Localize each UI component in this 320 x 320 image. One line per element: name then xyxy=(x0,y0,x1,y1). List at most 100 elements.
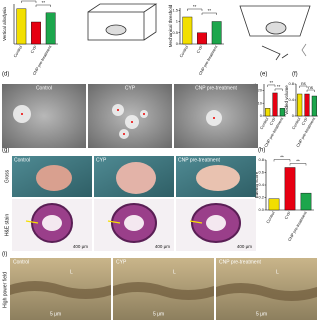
y-tick-label: 0.6 xyxy=(258,170,264,175)
x-tick-label: CYP xyxy=(283,210,292,220)
scale-bar-label: 400 μm xyxy=(73,244,88,249)
x-tick-label: Control xyxy=(12,44,23,58)
spot-marker xyxy=(21,113,23,115)
x-tick-label: Control xyxy=(291,116,302,130)
image-label: CYP xyxy=(125,85,136,91)
y-tick-label: 0.2 xyxy=(258,195,264,200)
significance-bracket xyxy=(289,163,307,166)
significance-bracket xyxy=(299,85,308,88)
bladder xyxy=(36,165,72,191)
image-label: CNP pre-treatment xyxy=(195,85,237,91)
y-tick-label: 0.4 xyxy=(258,182,264,187)
spot-marker xyxy=(143,113,145,115)
significance-label: ** xyxy=(42,0,46,5)
y-tick-label: 20 xyxy=(258,87,263,92)
y-axis-label: Voided volume xyxy=(284,85,289,115)
scale-bar-label: 5 μm xyxy=(256,311,267,317)
panel-label: (h) xyxy=(258,148,265,154)
y-tick-label: 0 xyxy=(260,113,263,118)
x-tick-label: Control xyxy=(259,116,270,130)
significance-bracket xyxy=(273,159,291,162)
row-label: High power field xyxy=(2,272,8,308)
scale-bar-label: 400 μm xyxy=(237,244,252,249)
panel-label: (f) xyxy=(292,72,298,78)
significance-bracket xyxy=(187,8,203,11)
significance-label: ** xyxy=(277,84,281,89)
significance-label: ** xyxy=(270,80,274,85)
y-axis-label: Edema score xyxy=(254,171,259,198)
panel-label: (d) xyxy=(2,72,9,78)
significance-label: ** xyxy=(296,159,300,164)
significance-bracket xyxy=(274,88,283,91)
significance-label: ** xyxy=(280,155,284,160)
y-tick-label: 0 xyxy=(176,41,179,46)
lumen-label: L xyxy=(276,269,279,275)
significance-bracket xyxy=(35,4,51,7)
image-label: CNP pre-treatment xyxy=(178,157,220,163)
bar xyxy=(182,16,193,45)
bar xyxy=(279,108,285,117)
panel-label: (e) xyxy=(260,72,267,78)
bar xyxy=(284,167,296,211)
y-axis-label: Vertical allodynia xyxy=(2,7,7,41)
panel-label: (i) xyxy=(2,252,7,258)
bar xyxy=(304,93,310,117)
cage-illustration xyxy=(87,3,311,61)
epithelium xyxy=(10,281,111,299)
image-label: Control xyxy=(13,259,29,265)
bar xyxy=(272,92,278,117)
y-tick-label: 10 xyxy=(258,100,263,105)
significance-bracket xyxy=(306,89,315,92)
bar xyxy=(45,12,56,45)
bar xyxy=(31,21,41,45)
significance-label: ns xyxy=(301,81,307,86)
y-tick-label: 0.5 xyxy=(172,30,178,35)
significance-bracket xyxy=(201,12,217,15)
bladder xyxy=(116,162,156,194)
x-tick-label: CYP xyxy=(195,44,204,54)
significance-bracket xyxy=(267,84,276,87)
spot-marker xyxy=(123,133,125,135)
spot-marker xyxy=(213,117,215,119)
scale-bar-label: 5 μm xyxy=(50,311,61,317)
bar xyxy=(300,192,312,211)
arrow xyxy=(189,220,203,224)
significance-label: ** xyxy=(27,0,31,1)
significance-label: ns xyxy=(308,85,314,90)
image-label: Control xyxy=(36,85,52,91)
bladder xyxy=(196,165,240,191)
y-tick-label: 0.4 xyxy=(288,97,294,102)
lumen xyxy=(124,215,144,231)
y-tick-label: 0.8 xyxy=(258,157,264,162)
x-tick-label: CYP xyxy=(29,44,38,54)
bar xyxy=(197,32,207,45)
row-label: H&E stain xyxy=(4,214,10,236)
y-tick-label: 0 xyxy=(292,113,295,118)
epithelium xyxy=(113,282,214,300)
arrow xyxy=(25,220,39,224)
spot-marker xyxy=(131,121,133,123)
significance-label: ** xyxy=(208,8,212,13)
x-tick-label: CYP xyxy=(268,116,277,126)
epithelium xyxy=(216,283,317,301)
bar xyxy=(16,8,27,45)
x-tick-label: Control xyxy=(265,210,276,224)
image-label: Control xyxy=(14,157,30,163)
y-axis-label: Mechanical threshold xyxy=(168,4,173,47)
x-tick-label: Control xyxy=(178,44,189,58)
image-label: CYP xyxy=(116,259,127,265)
lumen xyxy=(206,215,226,231)
arrow xyxy=(107,220,121,224)
y-tick-label: 0.0 xyxy=(258,207,264,212)
scale-bar-label: 5 μm xyxy=(153,311,164,317)
bar xyxy=(268,198,280,211)
y-tick-label: 1 xyxy=(176,19,179,24)
significance-label: ** xyxy=(193,4,197,9)
scale-bar-label: 400 μm xyxy=(155,244,170,249)
y-tick-label: 1.5 xyxy=(172,7,178,12)
bar xyxy=(265,108,271,117)
bar xyxy=(211,21,222,45)
row-label: Gross xyxy=(4,169,10,183)
x-tick-label: CYP xyxy=(300,116,309,126)
